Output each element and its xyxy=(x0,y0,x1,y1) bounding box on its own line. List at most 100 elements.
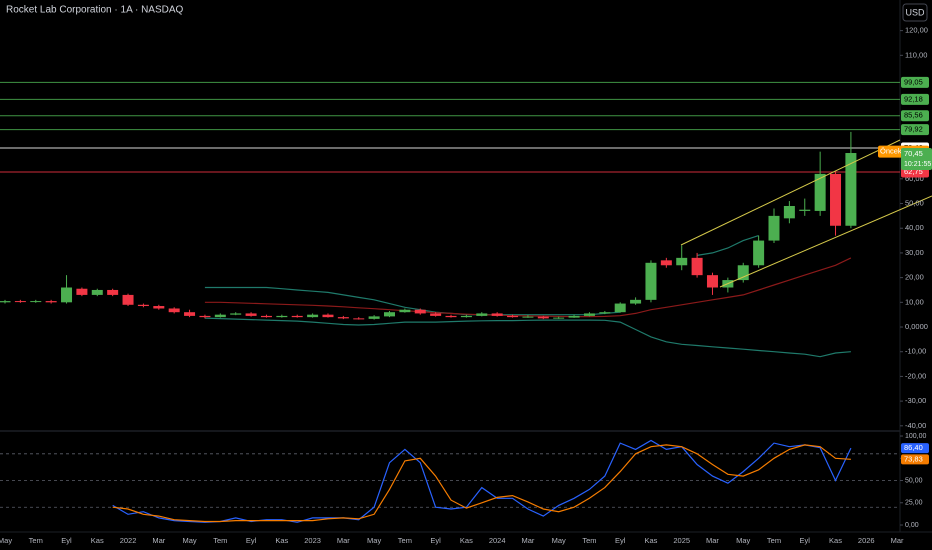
x-tick-label: May xyxy=(0,536,12,545)
candle-body xyxy=(91,289,103,295)
price-levels xyxy=(0,81,900,173)
x-tick-label: 2022 xyxy=(120,536,137,545)
y-tick-label: 50,00 xyxy=(905,199,924,208)
candle-body xyxy=(107,289,119,295)
y-tick-label: 60,00 xyxy=(905,174,924,183)
price-level-label: 92,18 xyxy=(904,94,923,103)
candle-body xyxy=(630,299,642,304)
x-tick-label: Mar xyxy=(706,536,719,545)
candle-body xyxy=(184,312,196,316)
candle-body xyxy=(337,317,349,319)
candle-body xyxy=(260,315,272,318)
candle-body xyxy=(276,315,288,318)
y-tick-label: 110,00 xyxy=(905,50,927,59)
oscillator-line xyxy=(112,444,851,523)
candle-body xyxy=(783,205,795,219)
candle-body xyxy=(799,209,811,211)
x-tick-label: Tem xyxy=(213,536,227,545)
candle-body xyxy=(30,301,42,303)
candle-body xyxy=(645,262,657,300)
candle-body xyxy=(691,257,703,276)
candle-body xyxy=(830,173,842,226)
indicator-line xyxy=(204,317,851,358)
x-tick-label: Mar xyxy=(521,536,534,545)
x-tick-label: 2023 xyxy=(304,536,321,545)
candle-body xyxy=(430,313,442,316)
x-tick-label: Kas xyxy=(644,536,657,545)
candle-body xyxy=(845,153,857,226)
oscillator-value-box xyxy=(901,454,929,465)
candle-body xyxy=(537,316,549,319)
candle-body xyxy=(168,308,180,313)
candle-body xyxy=(568,315,580,318)
y-tick-label: 30,00 xyxy=(905,248,924,257)
y-tick-label: 20,00 xyxy=(905,273,924,282)
candle-body xyxy=(676,257,688,266)
channel-upper xyxy=(680,139,901,246)
indicator-line xyxy=(204,235,759,316)
x-tick-label: Eyl xyxy=(246,536,257,545)
x-tick-label: Tem xyxy=(398,536,412,545)
x-tick-label: Tem xyxy=(29,536,43,545)
candle-body xyxy=(706,275,718,288)
candle-body xyxy=(660,260,672,266)
x-tick-label: May xyxy=(552,536,566,545)
channel-lower xyxy=(719,195,932,288)
y-tick-label: -20,00 xyxy=(905,371,926,380)
price-level-box xyxy=(901,76,929,88)
candle-body xyxy=(507,315,519,318)
y-tick-label: 25,00 xyxy=(905,500,923,507)
candle-body xyxy=(353,318,365,320)
candle-body xyxy=(491,313,503,316)
x-tick-label: 2024 xyxy=(489,536,506,545)
price-level-box xyxy=(901,93,929,105)
y-tick-label: 0,00 xyxy=(905,522,919,529)
candle-body xyxy=(768,215,780,241)
y-tick-label: -10,00 xyxy=(905,347,926,356)
candle-body xyxy=(414,309,426,314)
price-level-label: 99,05 xyxy=(904,77,923,86)
x-tick-label: 2025 xyxy=(673,536,690,545)
candle-body xyxy=(599,312,611,314)
candle-body xyxy=(199,315,211,318)
current-price-box xyxy=(901,148,932,171)
x-tick-label: Eyl xyxy=(430,536,441,545)
price-level-label: 79,92 xyxy=(904,125,923,134)
candle-body xyxy=(814,173,826,211)
candle-body xyxy=(737,265,749,281)
candle-body xyxy=(61,287,73,303)
candle-body xyxy=(753,240,765,266)
candle-body xyxy=(291,315,303,318)
x-tick-label: 2026 xyxy=(858,536,875,545)
candle-body xyxy=(307,314,319,318)
x-tick-label: Tem xyxy=(767,536,781,545)
candle-body xyxy=(476,313,488,316)
y-tick-label: 50,00 xyxy=(905,477,923,484)
candle-body xyxy=(76,288,88,295)
candle-body xyxy=(399,309,411,313)
candle-body xyxy=(614,303,626,313)
oscillator-value-label: 86,40 xyxy=(904,443,923,452)
x-tick-label: Eyl xyxy=(615,536,626,545)
y-tick-label: 100,00 xyxy=(905,433,927,440)
currency-button[interactable] xyxy=(902,3,928,22)
candle-body xyxy=(522,316,534,318)
previous-close-name: Önceki xyxy=(880,147,904,156)
candle-body xyxy=(384,312,395,317)
candle-body xyxy=(153,306,165,309)
candle-body xyxy=(45,301,57,303)
price-level-box xyxy=(901,124,929,136)
price-level-label: 85,56 xyxy=(904,111,923,120)
currency[interactable]: USD xyxy=(905,7,925,17)
candle-body xyxy=(230,313,242,315)
x-tick-label: Tem xyxy=(582,536,596,545)
x-tick-label: Mar xyxy=(337,536,350,545)
candle-body xyxy=(553,317,565,319)
x-tick-label: May xyxy=(367,536,381,545)
x-tick-label: Kas xyxy=(275,536,288,545)
candle-body xyxy=(214,314,226,318)
candle-body xyxy=(0,301,11,303)
x-tick-label: Kas xyxy=(460,536,473,545)
